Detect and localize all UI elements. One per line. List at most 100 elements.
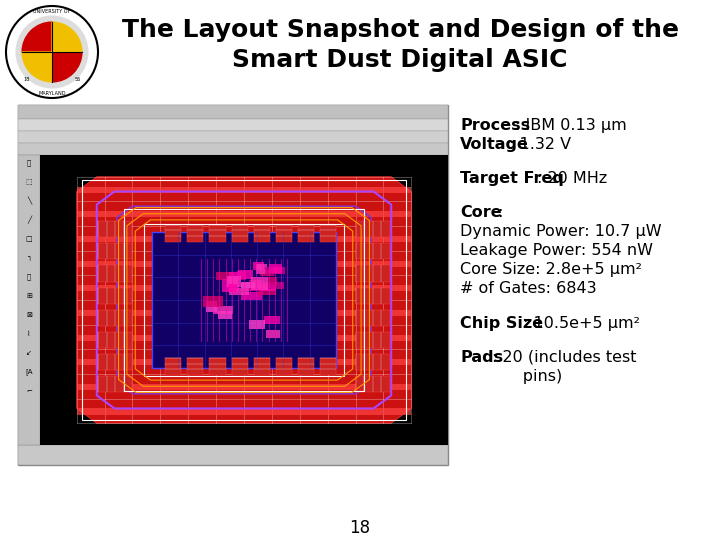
Text: Chip Size: Chip Size	[460, 315, 543, 330]
Bar	[356, 221, 390, 237]
Text: Core Size: 2.8e+5 μm²: Core Size: 2.8e+5 μm²	[460, 262, 642, 278]
Bar	[18, 445, 448, 465]
Bar	[215, 313, 230, 320]
Bar	[269, 296, 284, 306]
Bar	[77, 187, 411, 193]
Bar	[187, 358, 203, 375]
Text: ⊞: ⊞	[26, 293, 32, 299]
Bar	[40, 155, 448, 445]
Bar	[77, 310, 411, 316]
Text: □: □	[26, 236, 32, 242]
Bar	[356, 288, 390, 303]
Text: 18: 18	[24, 77, 30, 82]
Bar	[225, 273, 240, 282]
Text: ↙: ↙	[26, 350, 32, 356]
Bar	[276, 358, 292, 375]
Bar	[207, 326, 216, 340]
Bar	[249, 313, 270, 325]
Bar	[240, 319, 248, 325]
Text: 18: 18	[349, 519, 371, 537]
Text: ⊠: ⊠	[26, 312, 32, 318]
Polygon shape	[77, 177, 411, 423]
Bar	[232, 225, 248, 242]
Text: : 10.5e+5 μm²: : 10.5e+5 μm²	[523, 315, 640, 330]
Text: # of Gates: 6843: # of Gates: 6843	[460, 281, 597, 296]
Bar	[356, 354, 390, 370]
Bar	[222, 278, 237, 292]
Bar	[210, 358, 225, 375]
Bar	[235, 314, 246, 321]
Bar	[99, 266, 132, 281]
Bar	[261, 318, 276, 327]
Text: : 1.32 V: : 1.32 V	[509, 137, 571, 152]
Text: [A: [A	[25, 369, 32, 375]
Text: ⌇: ⌇	[27, 331, 31, 337]
Wedge shape	[22, 22, 52, 52]
Bar	[99, 288, 132, 303]
Bar	[263, 333, 276, 340]
Text: Target Freq: Target Freq	[460, 171, 564, 186]
Text: Core: Core	[460, 205, 502, 220]
Bar	[82, 180, 406, 420]
Bar	[77, 285, 411, 292]
Bar	[356, 266, 390, 281]
Bar	[212, 330, 222, 337]
Bar	[165, 358, 181, 375]
Bar	[18, 143, 448, 155]
Text: ⬚: ⬚	[26, 179, 32, 185]
Bar	[298, 358, 314, 375]
Bar	[77, 359, 411, 366]
Bar	[18, 105, 448, 465]
Bar	[258, 288, 279, 299]
Bar	[99, 332, 132, 348]
Text: Smart Dust Digital ASIC: Smart Dust Digital ASIC	[233, 48, 568, 72]
Bar	[207, 292, 215, 303]
Text: : 20 MHz: : 20 MHz	[537, 171, 607, 186]
Text: ╲: ╲	[27, 197, 31, 205]
Text: The Layout Snapshot and Design of the: The Layout Snapshot and Design of the	[122, 18, 678, 42]
Text: Pads: Pads	[460, 350, 503, 365]
Bar	[99, 354, 132, 370]
Bar	[207, 271, 215, 280]
Text: UNIVERSITY OF: UNIVERSITY OF	[33, 9, 71, 14]
Text: Process: Process	[460, 118, 530, 133]
Wedge shape	[52, 22, 82, 52]
Bar	[205, 297, 219, 305]
Bar	[77, 261, 411, 267]
Bar	[232, 320, 243, 330]
Bar	[356, 310, 390, 326]
Bar	[152, 232, 336, 368]
Text: MARYLAND: MARYLAND	[38, 91, 66, 96]
Circle shape	[6, 6, 98, 98]
Bar	[253, 269, 264, 282]
Bar	[99, 244, 132, 259]
Bar	[232, 313, 252, 322]
Wedge shape	[22, 52, 52, 82]
Text: ⌒: ⌒	[27, 274, 31, 280]
Bar	[261, 279, 275, 285]
Bar	[18, 131, 448, 143]
Bar	[298, 225, 314, 242]
Wedge shape	[52, 52, 82, 82]
Bar	[232, 358, 248, 375]
Text: Dynamic Power: 10.7 μW: Dynamic Power: 10.7 μW	[460, 225, 662, 239]
Bar	[320, 225, 336, 242]
Bar	[238, 307, 248, 314]
Bar	[99, 310, 132, 326]
Bar	[215, 297, 235, 308]
Bar	[18, 155, 40, 445]
Bar	[77, 236, 411, 242]
Bar	[18, 105, 448, 119]
Bar	[222, 278, 240, 285]
Text: pins): pins)	[492, 369, 562, 384]
Bar	[276, 225, 292, 242]
Bar	[240, 274, 255, 286]
Bar	[165, 225, 181, 242]
Bar	[256, 300, 276, 306]
Bar	[250, 274, 266, 286]
Bar	[356, 332, 390, 348]
Bar	[235, 309, 252, 319]
Bar	[210, 225, 225, 242]
Bar	[251, 284, 261, 295]
Text: ╱: ╱	[27, 216, 31, 224]
